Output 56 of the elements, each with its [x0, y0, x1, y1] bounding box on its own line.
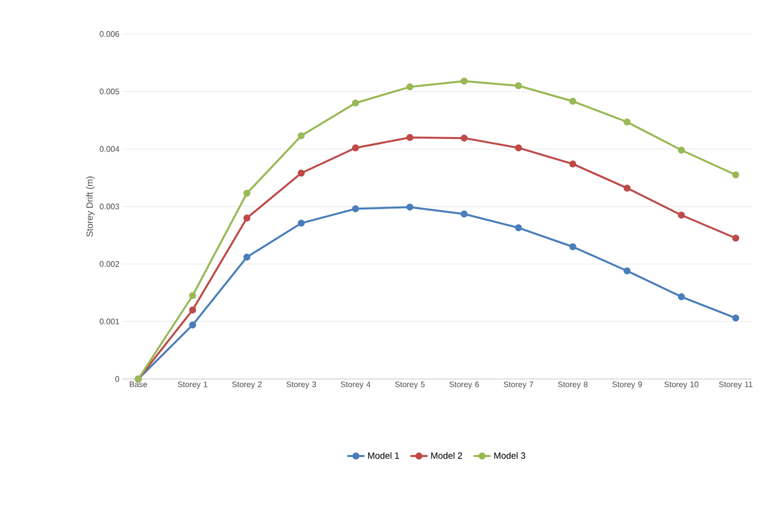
point	[352, 99, 360, 106]
point	[569, 160, 576, 168]
point	[624, 267, 631, 274]
point	[732, 171, 740, 178]
point	[514, 224, 522, 232]
x-tick-label: Storey 9	[612, 382, 642, 389]
point	[352, 144, 360, 152]
point	[678, 146, 685, 154]
legend-label: Model 1	[368, 452, 400, 459]
y-tick-label: 0.006	[100, 31, 120, 37]
x-tick-label: Storey 10	[664, 382, 698, 389]
point	[406, 83, 414, 90]
x-tick-label: Base	[130, 382, 148, 388]
point	[243, 214, 250, 222]
x-tick-label: Storey 2	[232, 382, 262, 389]
y-tick-label: 0.003	[100, 204, 120, 210]
point	[514, 82, 522, 90]
point	[352, 205, 360, 212]
point	[514, 144, 522, 152]
point	[732, 314, 740, 322]
point	[624, 184, 631, 192]
point	[732, 234, 740, 242]
point	[189, 306, 196, 314]
point	[569, 98, 576, 105]
y-tick-label: 0.005	[100, 88, 120, 94]
x-tick-label: Storey 3	[286, 382, 316, 389]
point	[678, 293, 685, 300]
point	[460, 78, 468, 85]
y-tick-label: 0.001	[100, 318, 120, 324]
point	[298, 132, 305, 140]
point	[406, 204, 414, 211]
x-tick-label: Storey 8	[558, 382, 588, 389]
y-tick-label: 0	[115, 376, 120, 382]
point	[678, 212, 685, 219]
point	[298, 170, 305, 177]
legend-label: Model 3	[494, 452, 526, 459]
point	[243, 254, 250, 261]
point	[298, 220, 305, 227]
point	[189, 321, 196, 328]
x-tick-label: Storey 11	[719, 382, 752, 389]
point	[406, 134, 414, 141]
x-tick-label: Storey 1	[178, 382, 208, 389]
y-tick-label: 0.002	[100, 261, 120, 267]
point	[243, 190, 250, 197]
y-tick-label: 0.004	[100, 146, 120, 152]
x-tick-label: Storey 5	[395, 382, 425, 389]
x-tick-label: Storey 4	[340, 382, 370, 389]
point	[460, 134, 468, 142]
x-tick-label: Storey 7	[504, 382, 534, 389]
point	[460, 210, 468, 218]
x-tick-label: Storey 6	[449, 382, 479, 389]
legend-label: Model 2	[431, 452, 462, 459]
point	[624, 118, 631, 126]
point	[189, 292, 196, 300]
point	[569, 243, 576, 250]
y-axis-title: Storey Drift (m)	[86, 176, 95, 237]
